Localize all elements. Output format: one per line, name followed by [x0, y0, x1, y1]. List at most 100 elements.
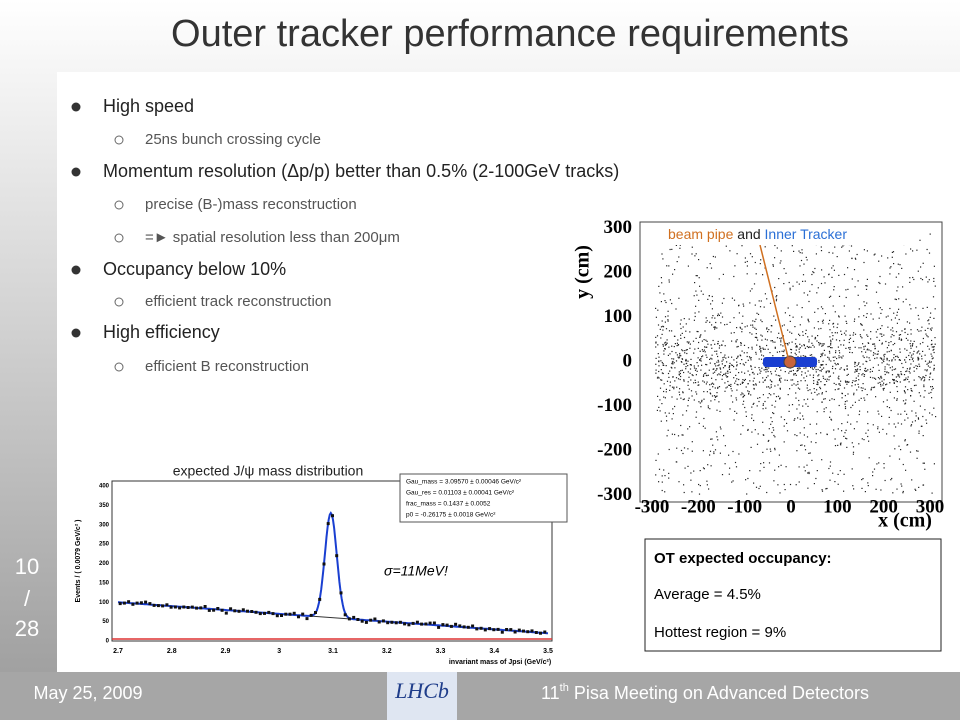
hit-dot — [866, 285, 868, 287]
hit-dot — [819, 388, 822, 390]
hit-dot — [849, 351, 851, 353]
hit-dot — [796, 408, 798, 410]
hit-dot — [864, 368, 866, 370]
data-point — [360, 619, 364, 623]
hit-dot — [666, 265, 668, 267]
hit-dot — [819, 386, 821, 388]
hit-dot — [854, 286, 856, 288]
hit-dot — [680, 370, 682, 372]
hit-dot — [745, 479, 747, 481]
hit-dot — [677, 344, 679, 346]
hit-dot — [920, 277, 922, 280]
hit-dot — [889, 267, 891, 269]
hit-dot — [763, 462, 765, 464]
hit-dot — [873, 254, 875, 256]
hit-dot — [806, 464, 808, 466]
hit-dot — [719, 452, 721, 454]
hit-dot — [679, 323, 681, 325]
hit-dot — [906, 370, 908, 372]
bullet-dot — [71, 265, 81, 275]
sub-bullet-dot — [114, 362, 124, 372]
hit-dot — [729, 408, 731, 410]
hit-dot — [803, 377, 805, 379]
hit-dot — [747, 347, 750, 349]
hit-dot — [910, 340, 912, 342]
hit-dot — [790, 349, 793, 351]
hit-dot — [690, 479, 692, 481]
hit-dot — [888, 407, 891, 409]
hit-dot — [905, 377, 907, 379]
hit-dot — [714, 387, 716, 389]
hit-dot — [755, 383, 757, 385]
hit-dot — [758, 487, 760, 490]
hit-dot — [823, 384, 826, 386]
hit-dot — [660, 326, 663, 328]
scatter-xtick: 300 — [916, 496, 945, 517]
data-point — [144, 600, 148, 604]
hit-dot — [767, 348, 769, 350]
hit-dot — [714, 256, 716, 258]
hit-dot — [707, 374, 709, 376]
hit-dot — [822, 360, 824, 362]
hit-dot — [839, 340, 841, 342]
hit-dot — [682, 326, 684, 328]
hit-dot — [685, 368, 687, 370]
hit-dot — [753, 482, 755, 484]
mass-ylabel: Events / ( 0.0079 GeV/c² ) — [75, 520, 82, 603]
hit-dot — [737, 384, 739, 386]
hit-dot — [837, 377, 839, 379]
data-point — [483, 628, 487, 632]
hit-dot — [818, 393, 820, 395]
hit-dot — [804, 470, 806, 472]
sub-bullet-dot — [114, 233, 124, 243]
hit-dot — [860, 323, 862, 325]
hit-dot — [820, 246, 822, 248]
data-point — [522, 629, 525, 633]
hit-dot — [906, 368, 908, 370]
hit-dot — [893, 380, 895, 382]
hit-dot — [852, 380, 854, 382]
hit-dot — [666, 339, 668, 341]
hit-dot — [872, 366, 874, 369]
hit-dot — [680, 327, 682, 330]
data-point — [403, 622, 407, 626]
hit-dot — [820, 370, 822, 372]
hit-dot — [889, 455, 891, 457]
hit-dot — [928, 279, 930, 281]
hit-dot — [750, 324, 752, 326]
hit-dot — [861, 374, 863, 376]
hit-dot — [888, 372, 890, 374]
hit-dot — [853, 488, 855, 490]
hit-dot — [851, 257, 853, 259]
hit-dot — [866, 302, 868, 304]
hit-dot — [865, 316, 867, 318]
hit-dot — [705, 339, 707, 341]
hit-dot — [789, 331, 791, 333]
hit-dot — [704, 346, 706, 348]
hit-dot — [804, 449, 807, 451]
hit-dot — [770, 340, 772, 342]
hit-dot — [756, 344, 758, 346]
hit-dot — [664, 316, 667, 318]
hit-dot — [680, 375, 682, 378]
hit-dot — [837, 388, 839, 390]
scatter-xtick: 0 — [786, 496, 796, 517]
hit-dot — [883, 358, 885, 360]
mass-ytick: 300 — [99, 522, 110, 528]
hit-dot — [830, 418, 832, 420]
hit-dot — [803, 344, 805, 346]
data-point — [224, 611, 228, 615]
data-point — [424, 622, 428, 626]
hit-dot — [743, 364, 745, 366]
sub-bullet-text: efficient track reconstruction — [145, 293, 331, 310]
hit-dot — [854, 369, 857, 371]
hit-dot — [689, 368, 692, 370]
hit-dot — [683, 336, 686, 339]
hit-dot — [924, 360, 927, 362]
hit-dot — [706, 340, 708, 342]
hit-dot — [658, 481, 660, 483]
occupancy-line: Average = 4.5% — [654, 586, 761, 603]
hit-dot — [830, 419, 833, 421]
hit-dot — [734, 410, 736, 412]
hit-dot — [767, 331, 769, 333]
